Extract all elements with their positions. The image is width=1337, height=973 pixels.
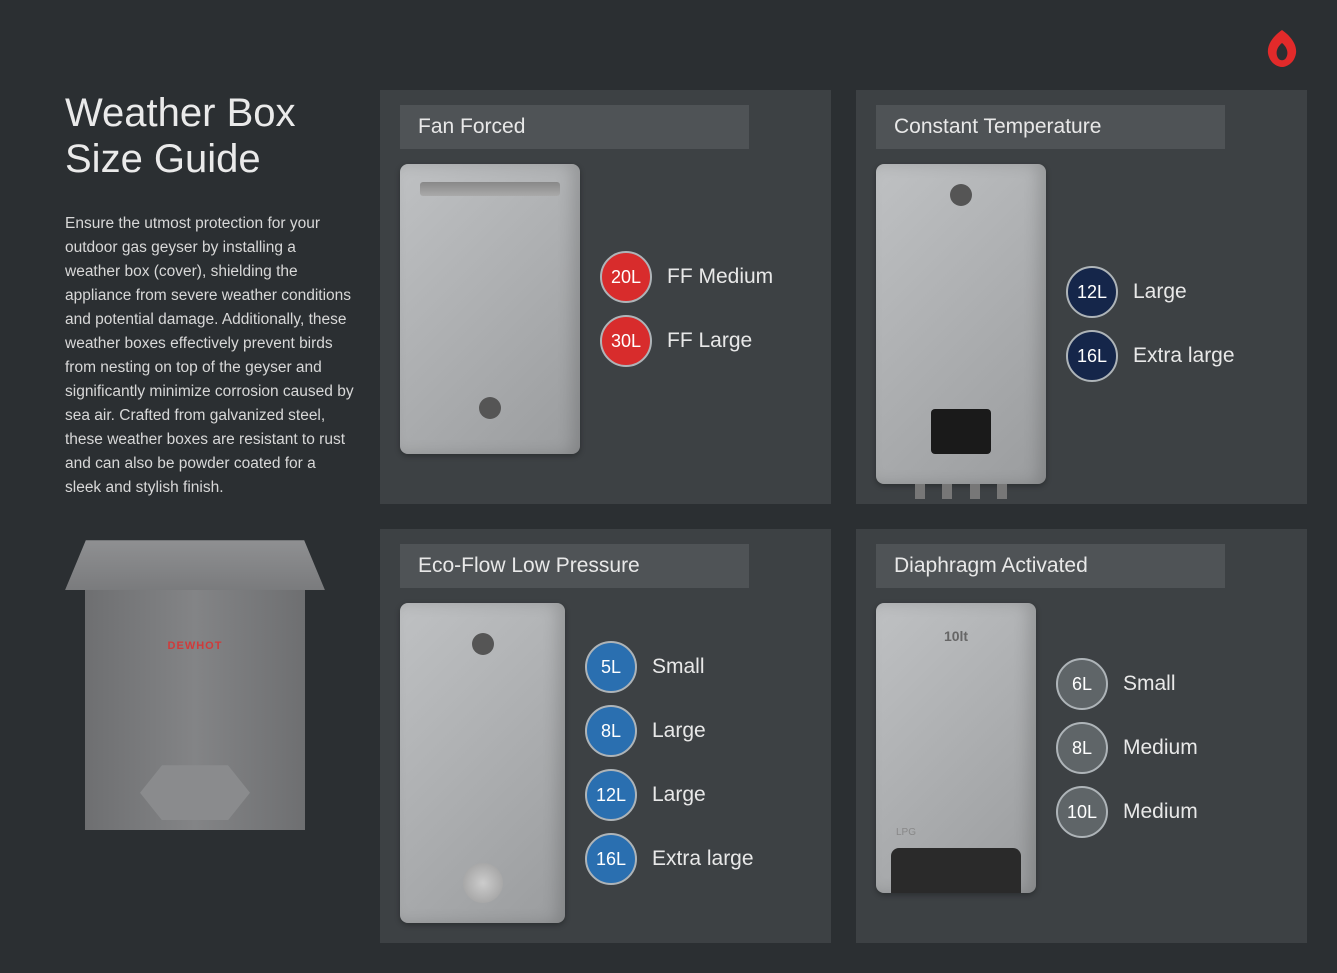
size-label: Medium xyxy=(1123,800,1198,824)
cards-grid: Fan Forced 20L FF Medium 30L FF Large Const… xyxy=(380,90,1307,943)
capacity-badge: 12L xyxy=(1066,266,1118,318)
size-list: 20L FF Medium 30L FF Large xyxy=(600,251,773,367)
sidebar: Weather Box Size Guide Ensure the utmost… xyxy=(65,90,355,943)
product-image-eco-flow xyxy=(400,603,565,923)
card-title: Diaphragm Activated xyxy=(876,544,1225,588)
size-label: Large xyxy=(652,783,706,807)
size-row: 30L FF Large xyxy=(600,315,773,367)
card-title: Eco-Flow Low Pressure xyxy=(400,544,749,588)
size-label: Extra large xyxy=(1133,344,1235,368)
size-label: Large xyxy=(652,719,706,743)
capacity-badge: 5L xyxy=(585,641,637,693)
capacity-badge: 6L xyxy=(1056,658,1108,710)
size-row: 16L Extra large xyxy=(1066,330,1235,382)
product-image-constant-temp xyxy=(876,164,1046,484)
description-text: Ensure the utmost protection for your ou… xyxy=(65,212,355,500)
page-title: Weather Box Size Guide xyxy=(65,90,355,182)
product-image-fan-forced xyxy=(400,164,580,454)
card-title: Fan Forced xyxy=(400,105,749,149)
capacity-badge: 8L xyxy=(585,705,637,757)
size-label: FF Medium xyxy=(667,265,773,289)
capacity-badge: 16L xyxy=(585,833,637,885)
size-row: 10L Medium xyxy=(1056,786,1198,838)
size-label: Small xyxy=(652,655,705,679)
size-label: Medium xyxy=(1123,736,1198,760)
capacity-badge: 16L xyxy=(1066,330,1118,382)
card-title: Constant Temperature xyxy=(876,105,1225,149)
size-row: 12L Large xyxy=(1066,266,1235,318)
capacity-badge: 20L xyxy=(600,251,652,303)
size-label: Large xyxy=(1133,280,1187,304)
size-row: 12L Large xyxy=(585,769,754,821)
size-list: 6L Small 8L Medium 10L Medium xyxy=(1056,658,1198,838)
size-label: Small xyxy=(1123,672,1176,696)
brand-logo-icon xyxy=(1257,25,1307,75)
main-container: Weather Box Size Guide Ensure the utmost… xyxy=(0,0,1337,973)
size-row: 20L FF Medium xyxy=(600,251,773,303)
size-row: 16L Extra large xyxy=(585,833,754,885)
size-row: 8L Medium xyxy=(1056,722,1198,774)
weather-box-brand-label: DEWHOT xyxy=(168,640,223,652)
weather-box-image: DEWHOT xyxy=(65,540,325,840)
capacity-badge: 8L xyxy=(1056,722,1108,774)
size-row: 6L Small xyxy=(1056,658,1198,710)
capacity-badge: 30L xyxy=(600,315,652,367)
size-row: 5L Small xyxy=(585,641,754,693)
size-row: 8L Large xyxy=(585,705,754,757)
card-diaphragm: Diaphragm Activated LPG 6LSmall8LMedium1… xyxy=(856,529,1307,943)
size-label: FF Large xyxy=(667,329,752,353)
capacity-badge: 10L xyxy=(1056,786,1108,838)
size-label: Extra large xyxy=(652,847,754,871)
size-list: 5L Small 8L Large 12L Large 16L Extra large xyxy=(585,641,754,885)
card-eco-flow: Eco-Flow Low Pressure 5L Small 8L Large 12L L… xyxy=(380,529,831,943)
card-fan-forced: Fan Forced 20L FF Medium 30L FF Large xyxy=(380,90,831,504)
size-list: 12L Large 16L Extra large xyxy=(1066,266,1235,382)
capacity-badge: 12L xyxy=(585,769,637,821)
product-image-diaphragm: LPG xyxy=(876,603,1036,893)
card-constant-temperature: Constant Temperature 12L Large 16L Extra la… xyxy=(856,90,1307,504)
